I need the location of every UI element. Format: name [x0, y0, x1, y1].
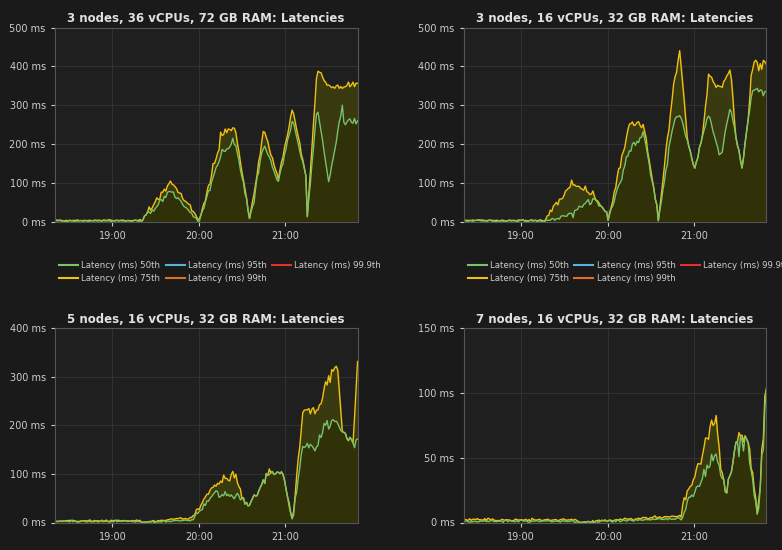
Legend: Latency (ms) 50th, Latency (ms) 75th, Latency (ms) 95th, Latency (ms) 99th, Late: Latency (ms) 50th, Latency (ms) 75th, La… [468, 261, 782, 283]
Title: 5 nodes, 16 vCPUs, 32 GB RAM: Latencies: 5 nodes, 16 vCPUs, 32 GB RAM: Latencies [67, 313, 345, 326]
Legend: Latency (ms) 50th, Latency (ms) 75th, Latency (ms) 95th, Latency (ms) 99th, Late: Latency (ms) 50th, Latency (ms) 75th, La… [59, 261, 381, 283]
Title: 3 nodes, 36 vCPUs, 72 GB RAM: Latencies: 3 nodes, 36 vCPUs, 72 GB RAM: Latencies [67, 12, 345, 25]
Title: 3 nodes, 16 vCPUs, 32 GB RAM: Latencies: 3 nodes, 16 vCPUs, 32 GB RAM: Latencies [476, 12, 754, 25]
Title: 7 nodes, 16 vCPUs, 32 GB RAM: Latencies: 7 nodes, 16 vCPUs, 32 GB RAM: Latencies [476, 313, 754, 326]
